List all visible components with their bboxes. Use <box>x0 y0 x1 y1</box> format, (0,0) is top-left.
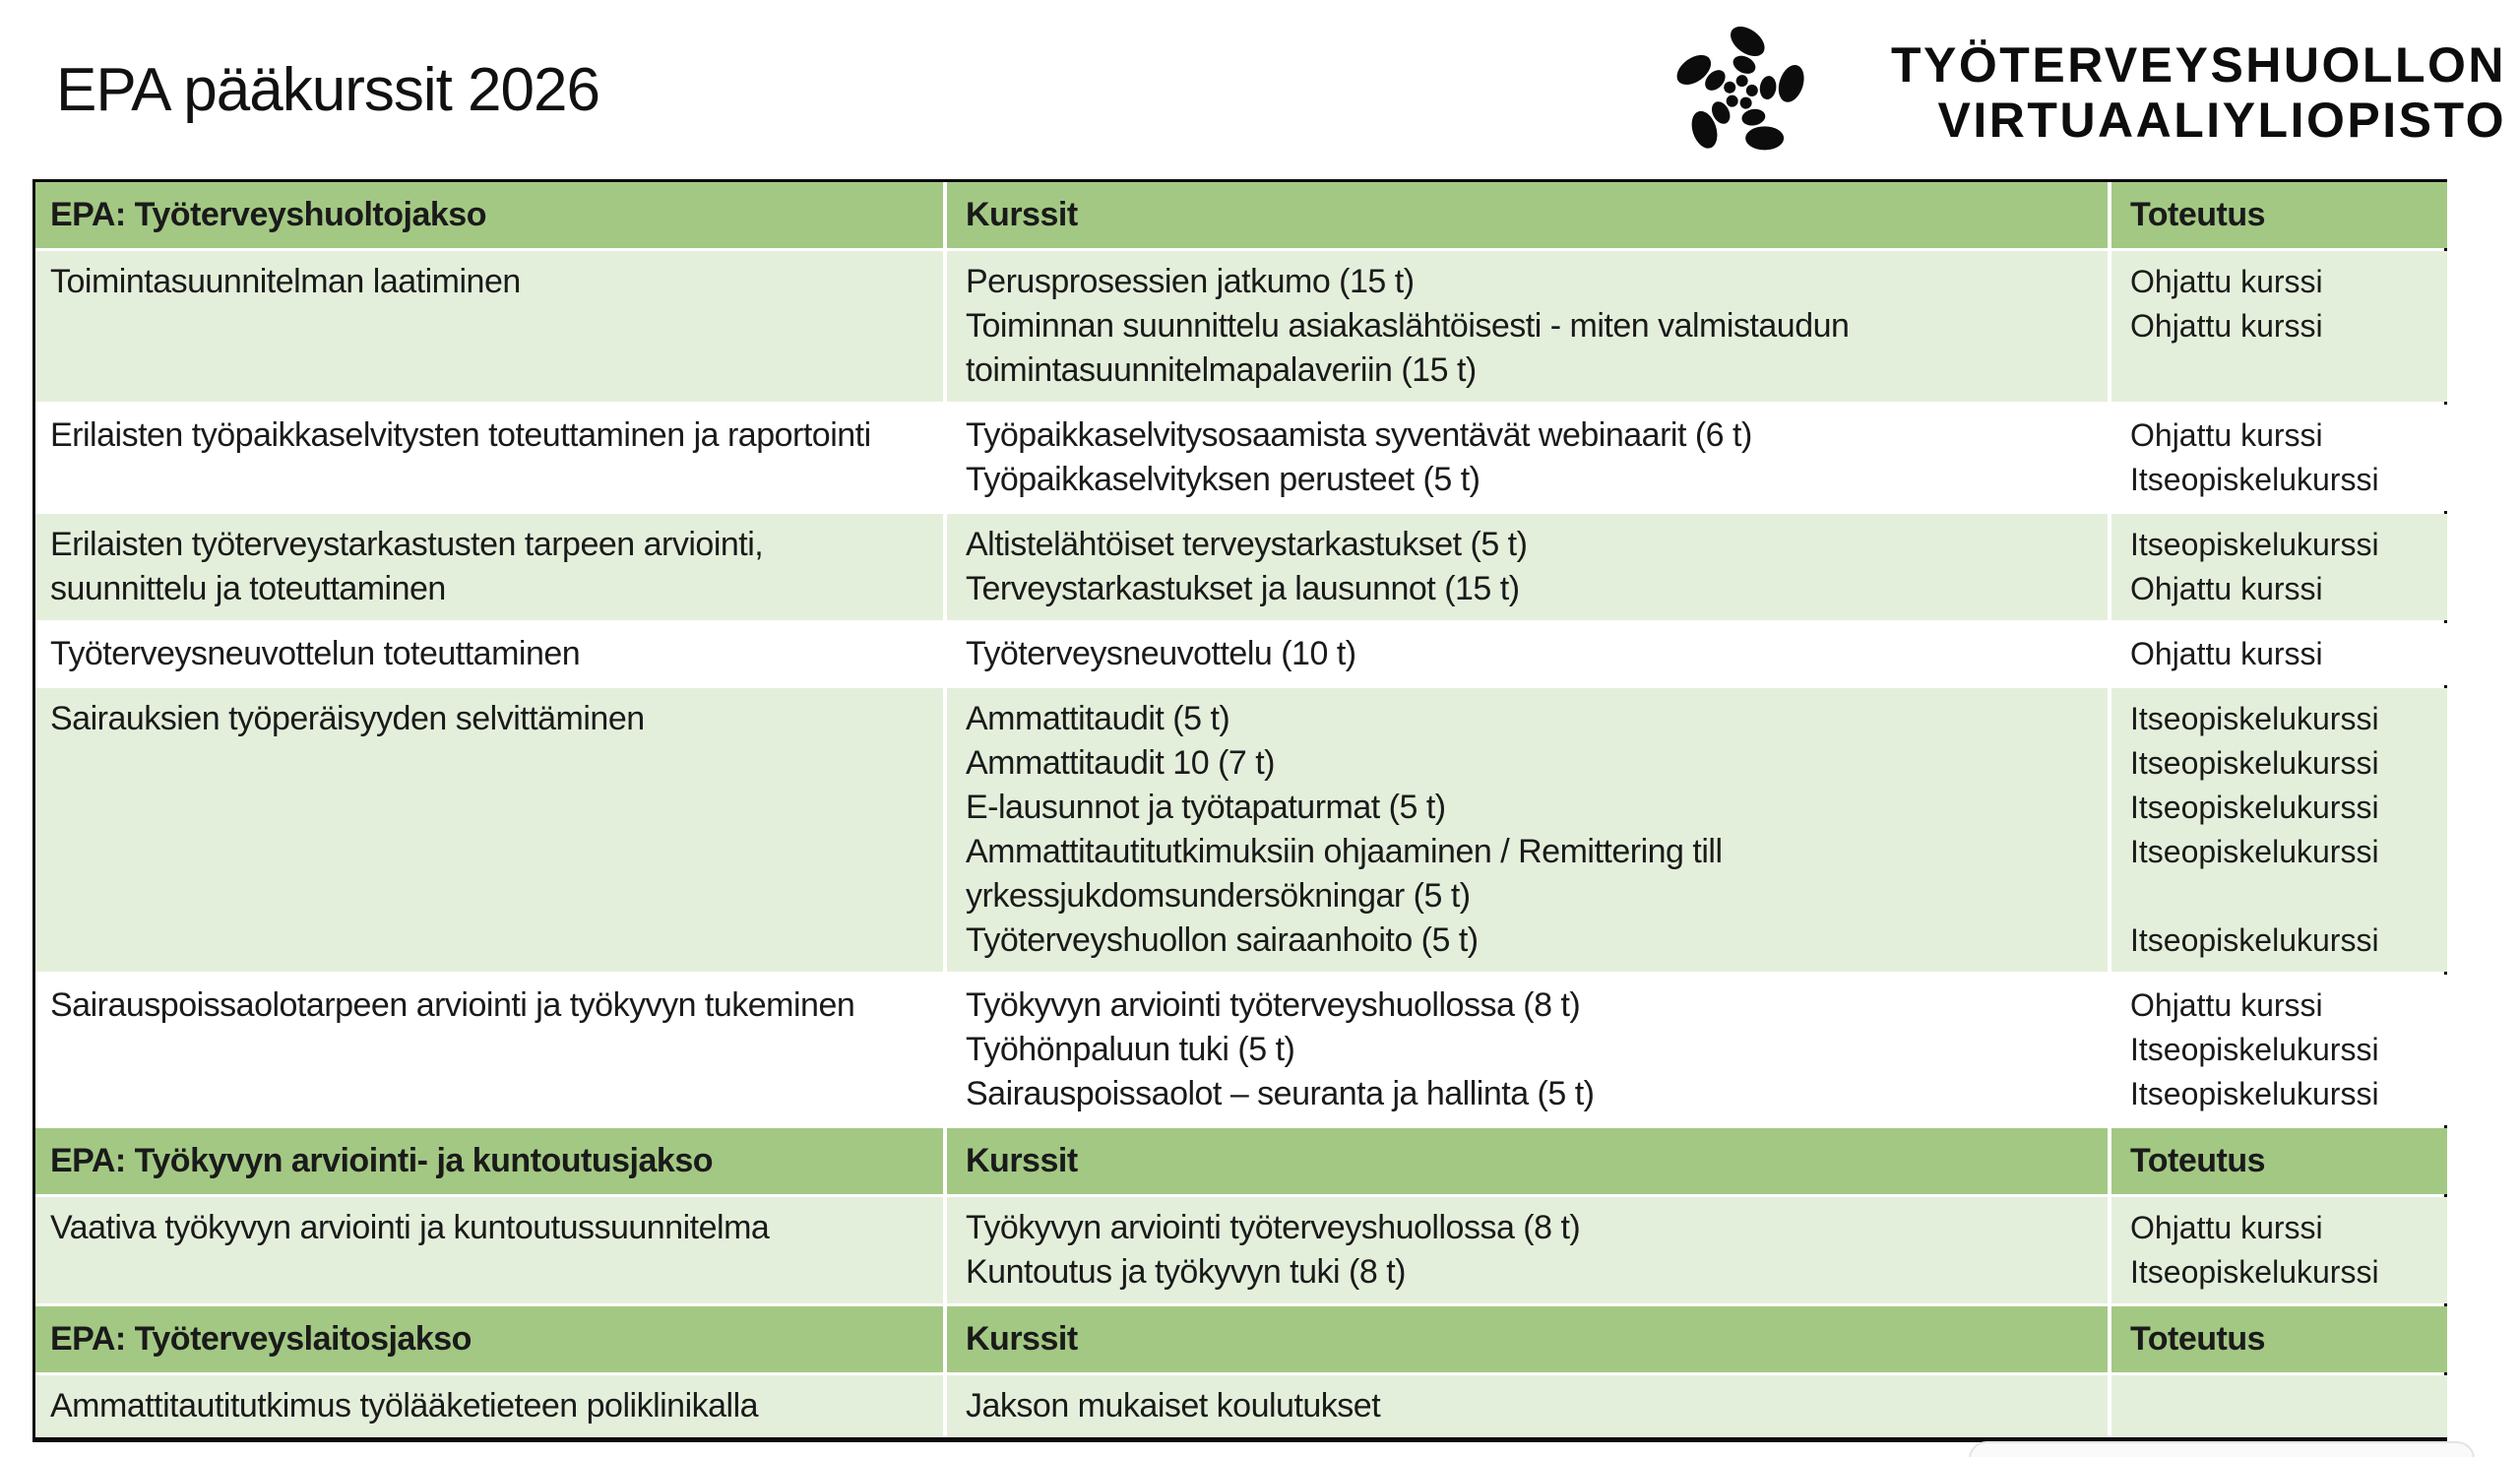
topic-cell: Ammattitautitutkimus työlääketieteen pol… <box>35 1375 943 1437</box>
course-item: Sairauspoissaolot – seuranta ja hallinta… <box>966 1075 1595 1112</box>
topic-text: Erilaisten työpaikkaselvitysten toteutta… <box>50 416 871 454</box>
table-row: Sairauksien työperäisyyden selvittäminen… <box>35 685 2447 972</box>
toteutus-cell: Ohjattu kurssi Itseopiskelukurssi Itseopis… <box>2108 975 2447 1125</box>
toteutus-item: Ohjattu kurssi <box>2130 1210 2323 1245</box>
topic-text: Erilaisten työterveystarkastusten tarpee… <box>50 526 764 607</box>
topic-cell: Erilaisten työpaikkaselvitysten toteutta… <box>35 405 943 511</box>
table-row: Erilaisten työpaikkaselvitysten toteutta… <box>35 402 2447 511</box>
course-item: Työkyvyn arviointi työterveyshuollossa (… <box>966 986 1581 1024</box>
toteutus-item: Ohjattu kurssi <box>2130 264 2323 299</box>
section-header-kurssit: Kurssit <box>943 1306 2108 1372</box>
course-item: Perusprosessien jatkumo (15 t) <box>966 263 1415 300</box>
topic-text: Sairauspoissaolotarpeen arviointi ja työ… <box>50 986 855 1024</box>
section-header-row: EPA: Työterveyshuoltojakso Kurssit Toteutu… <box>35 182 2447 248</box>
section-header-kurssit: Kurssit <box>943 1128 2108 1194</box>
table-row: Ammattitautitutkimus työlääketieteen pol… <box>35 1372 2447 1437</box>
starfish-logo-icon <box>1676 26 1804 151</box>
topic-cell: Sairauksien työperäisyyden selvittäminen <box>35 688 943 972</box>
topic-text: Toimintasuunnitelman laatiminen <box>50 263 521 300</box>
toteutus-item <box>2130 874 2429 919</box>
toteutus-item: Itseopiskelukurssi <box>2130 834 2379 869</box>
toteutus-cell: Ohjattu kurssi Ohjattu kurssi <box>2108 251 2447 402</box>
org-logo-line2: VIRTUAALIYLIOPISTO <box>1937 93 2506 148</box>
table-row: Työterveysneuvottelun toteuttaminen Työte… <box>35 620 2447 685</box>
page-title: EPA pääkurssit 2026 <box>56 55 600 124</box>
toteutus-cell <box>2108 1375 2447 1437</box>
courses-cell: Työterveysneuvottelu (10 t) <box>943 623 2108 685</box>
course-item: Työpaikkaselvitysosaamista syventävät we… <box>966 416 1752 454</box>
section-header-toteutus: Toteutus <box>2108 1128 2447 1194</box>
course-item: Työterveyshuollon sairaanhoito (5 t) <box>966 921 1479 959</box>
toteutus-item: Ohjattu kurssi <box>2130 987 2323 1023</box>
org-logo-line1: TYÖTERVEYSHUOLLON <box>1891 37 2506 93</box>
floating-toolbar-partial[interactable] <box>1969 1441 2475 1457</box>
course-item: Työpaikkaselvityksen perusteet (5 t) <box>966 461 1480 498</box>
course-item: Työterveysneuvottelu (10 t) <box>966 635 1356 672</box>
course-item: Toiminnan suunnittelu asiakaslähtöisesti… <box>966 307 1850 389</box>
page-header: EPA pääkurssit 2026 <box>0 0 2520 179</box>
section-header-kurssit: Kurssit <box>943 182 2108 248</box>
courses-cell: Työkyvyn arviointi työterveyshuollossa (… <box>943 975 2108 1125</box>
toteutus-item: Itseopiskelukurssi <box>2130 1254 2379 1290</box>
courses-cell: Työpaikkaselvitysosaamista syventävät we… <box>943 405 2108 511</box>
courses-cell: Altistelähtöiset terveystarkastukset (5 … <box>943 514 2108 620</box>
courses-cell: Jakson mukaiset koulutukset <box>943 1375 2108 1437</box>
toteutus-item: Ohjattu kurssi <box>2130 571 2323 606</box>
toteutus-item: Itseopiskelukurssi <box>2130 745 2379 781</box>
course-item: Terveystarkastukset ja lausunnot (15 t) <box>966 570 1520 607</box>
toteutus-item: Ohjattu kurssi <box>2130 417 2323 453</box>
course-item: Ammattitautitutkimuksiin ohjaaminen / Re… <box>966 833 1723 915</box>
topic-cell: Työterveysneuvottelun toteuttaminen <box>35 623 943 685</box>
course-item: Ammattitaudit (5 t) <box>966 700 1230 737</box>
course-item: Työkyvyn arviointi työterveyshuollossa (… <box>966 1209 1581 1246</box>
courses-cell: Ammattitaudit (5 t) Ammattitaudit 10 (7 t… <box>943 688 2108 972</box>
table-row: Sairauspoissaolotarpeen arviointi ja työ… <box>35 972 2447 1125</box>
table-row: Vaativa työkyvyn arviointi ja kuntoutuss… <box>35 1194 2447 1303</box>
section-header-toteutus: Toteutus <box>2108 1306 2447 1372</box>
topic-text: Työterveysneuvottelun toteuttaminen <box>50 635 581 672</box>
topic-text: Ammattitautitutkimus työlääketieteen pol… <box>50 1387 759 1425</box>
toteutus-cell: Itseopiskelukurssi Ohjattu kurssi <box>2108 514 2447 620</box>
course-item: Jakson mukaiset koulutukset <box>966 1387 1381 1425</box>
section-header-jakso: EPA: Työkyvyn arviointi- ja kuntoutusjak… <box>35 1128 943 1194</box>
course-item: Kuntoutus ja työkyvyn tuki (8 t) <box>966 1253 1406 1291</box>
course-item: E-lausunnot ja työtapaturmat (5 t) <box>966 789 1446 826</box>
section-header-row: EPA: Työkyvyn arviointi- ja kuntoutusjak… <box>35 1125 2447 1194</box>
topic-text: Sairauksien työperäisyyden selvittäminen <box>50 700 645 737</box>
toteutus-item: Itseopiskelukurssi <box>2130 462 2379 497</box>
topic-cell: Vaativa työkyvyn arviointi ja kuntoutuss… <box>35 1197 943 1303</box>
topic-cell: Sairauspoissaolotarpeen arviointi ja työ… <box>35 975 943 1125</box>
table-row: Toimintasuunnitelman laatiminen Peruspros… <box>35 248 2447 402</box>
toteutus-item: Itseopiskelukurssi <box>2130 527 2379 562</box>
org-logo: TYÖTERVEYSHUOLLON VIRTUAALIYLIOPISTO <box>1617 13 2506 166</box>
courses-cell: Työkyvyn arviointi työterveyshuollossa (… <box>943 1197 2108 1303</box>
toteutus-cell: Ohjattu kurssi Itseopiskelukurssi <box>2108 1197 2447 1303</box>
course-item: Ammattitaudit 10 (7 t) <box>966 744 1276 782</box>
toteutus-cell: Itseopiskelukurssi Itseopiskelukurssi Itse… <box>2108 688 2447 972</box>
section-header-jakso: EPA: Työterveyshuoltojakso <box>35 182 943 248</box>
toteutus-item: Itseopiskelukurssi <box>2130 701 2379 736</box>
course-item: Työhönpaluun tuki (5 t) <box>966 1031 1295 1068</box>
courses-cell: Perusprosessien jatkumo (15 t) Toiminnan … <box>943 251 2108 402</box>
section-header-jakso: EPA: Työterveyslaitosjakso <box>35 1306 943 1372</box>
org-logo-text: TYÖTERVEYSHUOLLON VIRTUAALIYLIOPISTO <box>1891 37 2506 148</box>
toteutus-item: Itseopiskelukurssi <box>2130 1076 2379 1111</box>
toteutus-item: Ohjattu kurssi <box>2130 308 2323 344</box>
toteutus-cell: Ohjattu kurssi Itseopiskelukurssi <box>2108 405 2447 511</box>
section-header-row: EPA: Työterveyslaitosjakso Kurssit Toteutu… <box>35 1303 2447 1372</box>
toteutus-item: Itseopiskelukurssi <box>2130 790 2379 825</box>
toteutus-item: Itseopiskelukurssi <box>2130 922 2379 958</box>
table-row: Erilaisten työterveystarkastusten tarpee… <box>35 511 2447 620</box>
toteutus-item: Ohjattu kurssi <box>2130 636 2323 671</box>
topic-text: Vaativa työkyvyn arviointi ja kuntoutuss… <box>50 1209 770 1246</box>
toteutus-cell: Ohjattu kurssi <box>2108 623 2447 685</box>
section-header-toteutus: Toteutus <box>2108 182 2447 248</box>
toteutus-item: Itseopiskelukurssi <box>2130 1032 2379 1067</box>
course-table: EPA: Työterveyshuoltojakso Kurssit Toteutu… <box>32 179 2447 1442</box>
topic-cell: Toimintasuunnitelman laatiminen <box>35 251 943 402</box>
topic-cell: Erilaisten työterveystarkastusten tarpee… <box>35 514 943 620</box>
course-item: Altistelähtöiset terveystarkastukset (5 … <box>966 526 1528 563</box>
